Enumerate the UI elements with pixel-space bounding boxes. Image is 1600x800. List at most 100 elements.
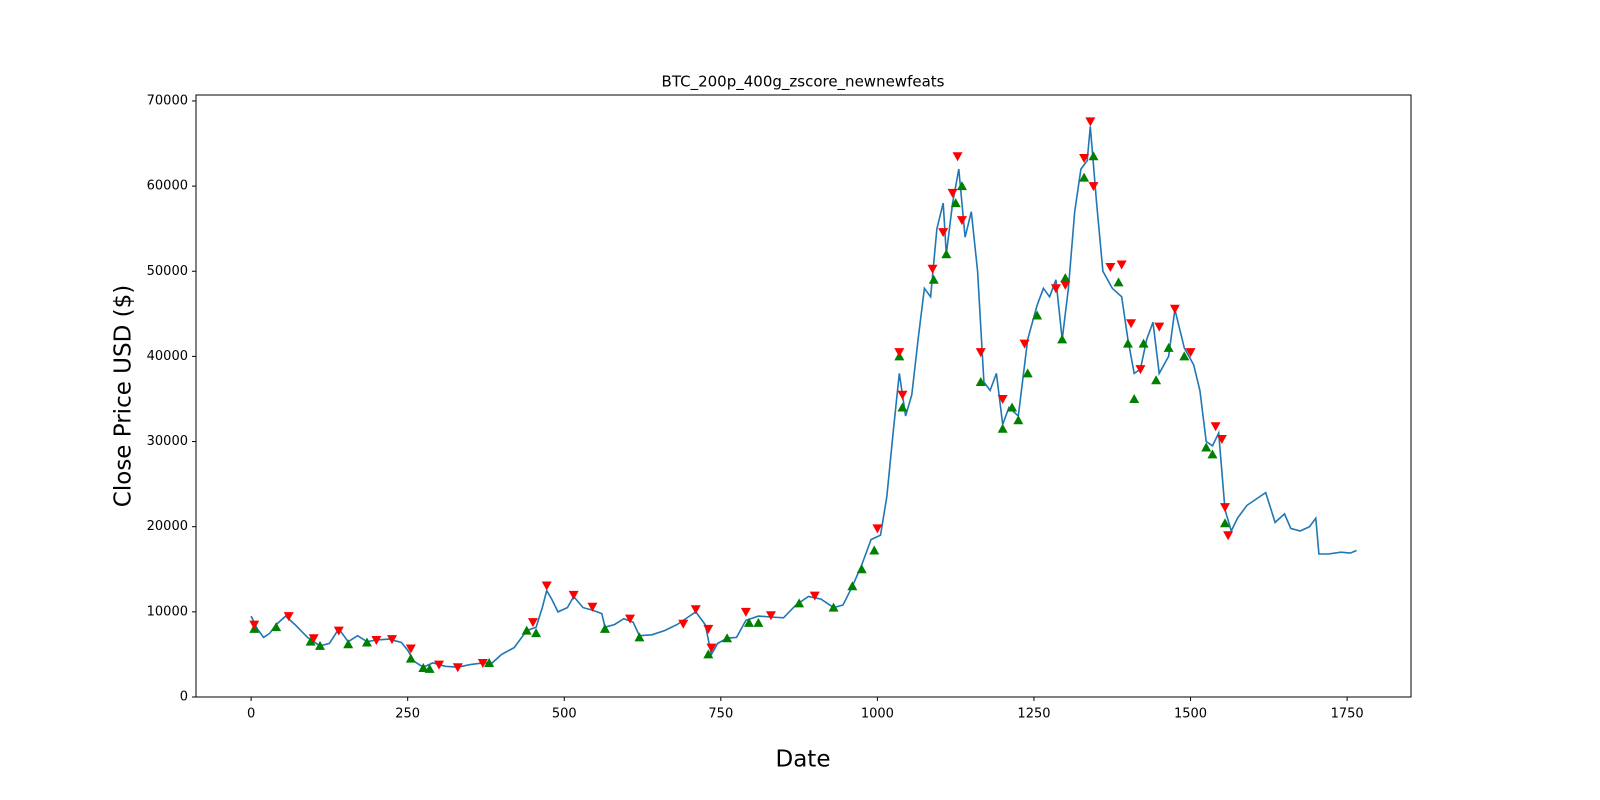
sell-marker — [927, 264, 938, 274]
buy-marker — [599, 623, 610, 633]
x-tick-label: 1500 — [1174, 707, 1207, 722]
buy-marker — [1151, 375, 1162, 385]
x-tick-label: 500 — [552, 707, 577, 722]
sell-marker — [1105, 263, 1116, 272]
buy-marker — [1057, 334, 1068, 344]
sell-marker — [1135, 365, 1146, 375]
buy-marker — [1201, 442, 1212, 452]
buy-marker — [856, 564, 867, 574]
sell-marker — [1219, 503, 1230, 513]
y-tick-label: 70000 — [147, 93, 188, 108]
x-axis-label: Date — [776, 747, 831, 773]
sell-marker — [1210, 422, 1221, 432]
sell-marker — [956, 216, 967, 226]
sell-marker — [1185, 348, 1196, 358]
sell-marker — [894, 348, 905, 358]
sell-marker — [1079, 154, 1090, 164]
x-tick-label: 250 — [395, 707, 420, 722]
y-tick-label: 30000 — [147, 434, 188, 449]
sell-marker — [1116, 260, 1127, 270]
buy-marker — [722, 633, 733, 643]
sell-marker — [809, 591, 820, 601]
buy-marker — [928, 274, 939, 284]
sell-marker — [706, 643, 717, 653]
sell-marker — [947, 188, 958, 198]
x-tick-label: 0 — [247, 707, 255, 722]
buy-marker — [305, 636, 316, 646]
buy-marker — [271, 622, 282, 632]
buy-marker — [1219, 518, 1230, 528]
sell-marker — [1223, 531, 1234, 541]
sell-marker — [975, 348, 986, 358]
buy-marker — [1179, 351, 1190, 361]
buy-marker — [405, 653, 416, 663]
sell-marker — [1060, 280, 1071, 290]
sell-marker — [872, 524, 883, 534]
y-tick-label: 20000 — [147, 519, 188, 534]
buy-marker — [1022, 368, 1033, 378]
buy-marker — [1013, 415, 1024, 425]
sell-marker — [1126, 319, 1137, 329]
sell-marker — [1085, 117, 1096, 127]
sell-marker — [527, 618, 538, 628]
buy-marker — [1163, 342, 1174, 352]
buy-marker — [950, 198, 961, 208]
sell-marker — [1154, 322, 1165, 332]
buy-marker — [1113, 277, 1124, 287]
buy-marker — [634, 632, 645, 642]
sell-marker — [938, 228, 949, 238]
buy-marker — [794, 598, 805, 608]
sell-marker — [1216, 435, 1227, 444]
y-tick-label: 40000 — [147, 349, 188, 364]
sell-marker — [952, 152, 963, 162]
x-tick-label: 1250 — [1017, 707, 1050, 722]
sell-marker — [1169, 304, 1180, 314]
sell-marker — [690, 605, 701, 615]
sell-marker — [765, 611, 776, 621]
buy-marker — [1032, 310, 1043, 320]
sell-marker — [477, 658, 488, 668]
buy-marker — [1088, 151, 1099, 161]
sell-marker — [308, 634, 319, 644]
y-tick-label: 60000 — [147, 179, 188, 194]
buy-marker — [1060, 273, 1071, 283]
plot-area — [249, 117, 1357, 673]
x-tick-label: 750 — [708, 707, 733, 722]
buy-marker — [753, 617, 764, 627]
y-tick-label: 10000 — [147, 604, 188, 619]
chart-title: BTC_200p_400g_zscore_newnewfeats — [662, 73, 945, 92]
sell-marker — [625, 614, 636, 624]
x-tick-label: 1750 — [1331, 707, 1364, 722]
buy-marker — [869, 545, 880, 555]
sell-marker — [1088, 182, 1099, 192]
buy-marker — [424, 663, 435, 673]
sell-marker — [897, 390, 908, 400]
buy-marker — [1122, 338, 1133, 348]
sell-marker — [1050, 284, 1061, 294]
sell-marker — [249, 620, 260, 630]
sell-marker — [371, 635, 382, 645]
buy-marker — [847, 581, 858, 591]
sell-marker — [1019, 339, 1030, 349]
sell-marker — [568, 590, 579, 600]
sell-marker — [541, 581, 552, 591]
sell-marker — [740, 607, 751, 617]
axes-frame — [195, 94, 1412, 698]
buy-marker — [703, 649, 714, 659]
buy-marker — [361, 637, 372, 647]
sell-marker — [587, 602, 598, 612]
buy-marker — [1007, 402, 1018, 412]
buy-marker — [744, 617, 755, 627]
sell-marker — [405, 644, 416, 654]
y-tick-label: 50000 — [147, 264, 188, 279]
x-tick-label: 1000 — [861, 707, 894, 722]
buy-marker — [1129, 393, 1140, 403]
buy-marker — [1207, 449, 1218, 459]
sell-marker — [452, 663, 463, 673]
sell-marker — [997, 394, 1008, 404]
buy-marker — [828, 602, 839, 612]
y-tick-label: 0 — [180, 690, 188, 705]
